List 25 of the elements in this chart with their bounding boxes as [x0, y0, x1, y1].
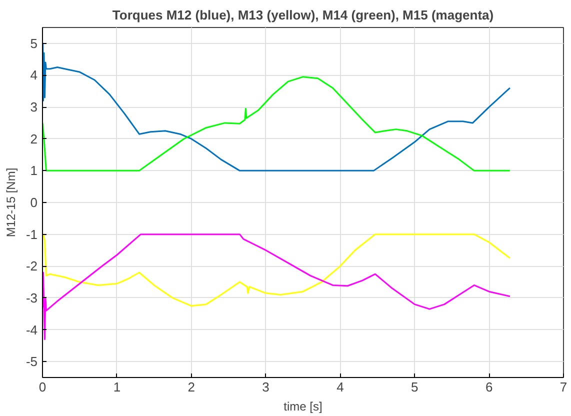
- y-axis-title: M12-15 [Nm]: [4, 168, 18, 238]
- y-tick-label: 1: [30, 163, 38, 178]
- y-tick-label: 2: [30, 131, 38, 146]
- x-tick-label: 3: [262, 380, 270, 394]
- x-tick-label: 4: [336, 380, 344, 394]
- line-series: [42, 42, 511, 172]
- y-tick-label: -1: [26, 226, 38, 242]
- line-series: [42, 234, 511, 340]
- line-series: [42, 234, 511, 307]
- x-tick-label: 2: [188, 380, 195, 394]
- x-axis-title: time [s]: [284, 400, 322, 414]
- y-tick-label: 4: [30, 68, 38, 83]
- y-tick-label: -3: [26, 290, 38, 306]
- x-tick-label: 1: [113, 380, 121, 394]
- x-tick-label: 6: [485, 380, 493, 394]
- y-tick-label: -2: [26, 258, 38, 274]
- y-tick-label: -4: [26, 322, 38, 338]
- y-tick-label: -5: [26, 354, 38, 370]
- y-tick-label: 5: [30, 36, 38, 51]
- y-tick-label: 0: [30, 195, 38, 210]
- line-series: [42, 76, 511, 172]
- y-tick-label: 3: [30, 100, 38, 115]
- chart-title: Torques M12 (blue), M13 (yellow), M14 (green), M15 (magenta): [112, 8, 494, 22]
- x-tick-label: 7: [560, 380, 568, 394]
- x-tick-label: 5: [411, 380, 418, 394]
